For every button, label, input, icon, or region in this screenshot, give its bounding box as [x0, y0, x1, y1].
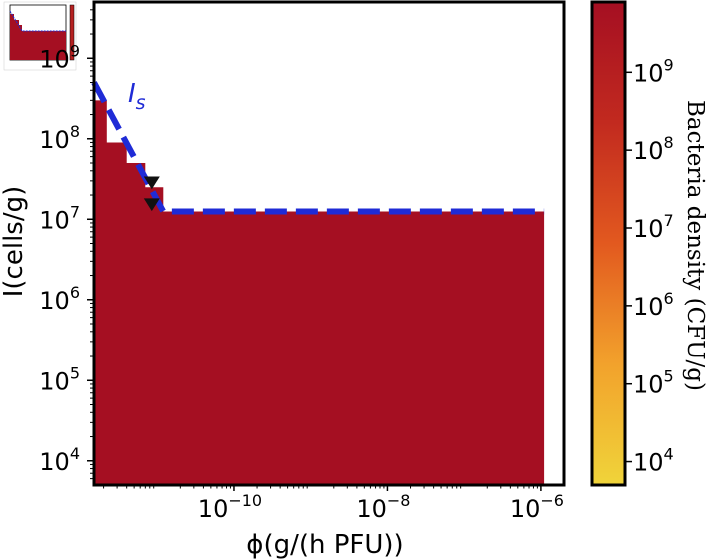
axis-labels: ϕ(g/(h PFU)) I(cells/g) Bacteria density (… — [0, 100, 708, 559]
x-tick-label: 10−8 — [356, 491, 410, 523]
y-tick-label: 108 — [39, 122, 80, 154]
colorbar-tick-label: 105 — [633, 367, 674, 399]
colorbar-tick-label: 109 — [633, 55, 674, 87]
y-tick-label: 109 — [39, 41, 80, 73]
y-tick-label: 106 — [39, 283, 80, 315]
colorbar-tick-label: 108 — [633, 133, 674, 165]
y-tick-label: 105 — [39, 363, 80, 395]
colorbar-tick-label: 104 — [633, 445, 674, 477]
series-line-is — [91, 81, 545, 215]
thumbnail-inset — [3, 1, 77, 71]
colorbar-label: Bacteria density (CFU/g) — [682, 100, 708, 391]
y-tick-label: 104 — [39, 444, 80, 476]
colorbar-frame — [590, 0, 627, 487]
bacteria-density-region — [94, 100, 545, 486]
colorbar-tick-label: 106 — [633, 289, 674, 321]
plot-area: Is 10−10 10−8 10−6 104 105 106 107 108 109 — [39, 0, 566, 523]
series-label-is: Is — [128, 79, 146, 114]
x-tick-label: 10−10 — [198, 491, 262, 523]
colorbar: 104 105 106 107 108 109 — [590, 0, 674, 487]
y-tick-label: 107 — [39, 202, 80, 234]
colorbar-tick-label: 107 — [633, 211, 674, 243]
marker-triangle-2 — [143, 198, 160, 212]
colorbar-gradient — [592, 2, 625, 485]
y-axis-label: I(cells/g) — [0, 186, 29, 298]
marker-triangle-1 — [143, 176, 160, 190]
x-tick-label: 10−6 — [510, 491, 564, 523]
x-axis-label: ϕ(g/(h PFU)) — [246, 530, 403, 559]
